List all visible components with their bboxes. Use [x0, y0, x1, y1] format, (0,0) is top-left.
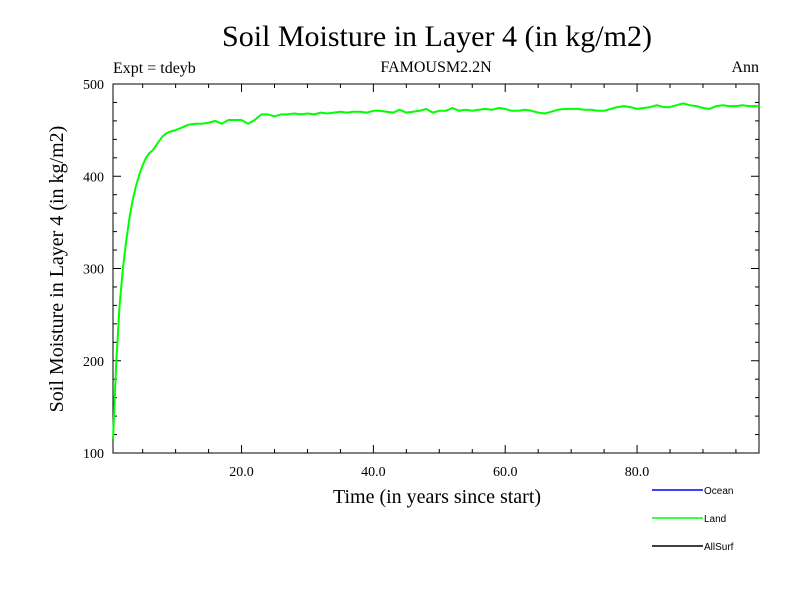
chart-title: Soil Moisture in Layer 4 (in kg/m2)	[222, 20, 652, 53]
plot-frame	[112, 83, 760, 454]
y-tick-label: 100	[83, 447, 104, 462]
x-tick-label: 40.0	[361, 465, 386, 480]
x-tick-label: 20.0	[229, 465, 254, 480]
legend-label-land: Land	[704, 514, 726, 525]
legend: Ocean Land AllSurf	[652, 486, 734, 553]
y-tick-label: 400	[83, 170, 104, 185]
y-tick-label: 200	[83, 355, 104, 370]
x-axis-label: Time (in years since start)	[333, 486, 541, 508]
y-tick-label: 300	[83, 263, 104, 278]
model-label: FAMOUSM2.2N	[380, 59, 492, 76]
experiment-label: Expt = tdeyb	[113, 60, 196, 77]
y-tick-label: 500	[83, 78, 104, 93]
legend-label-ocean: Ocean	[704, 486, 733, 497]
season-label: Ann	[731, 59, 759, 76]
plot-area: 100 200 300 400 500 20.0 40.0 60.0 80.0	[83, 78, 760, 480]
legend-label-allsurf: AllSurf	[704, 542, 734, 553]
series-line-land	[112, 102, 759, 440]
y-axis-label: Soil Moisture in Layer 4 (in kg/m2)	[46, 126, 68, 413]
x-tick-label: 80.0	[625, 465, 650, 480]
x-tick-label: 60.0	[493, 465, 518, 480]
